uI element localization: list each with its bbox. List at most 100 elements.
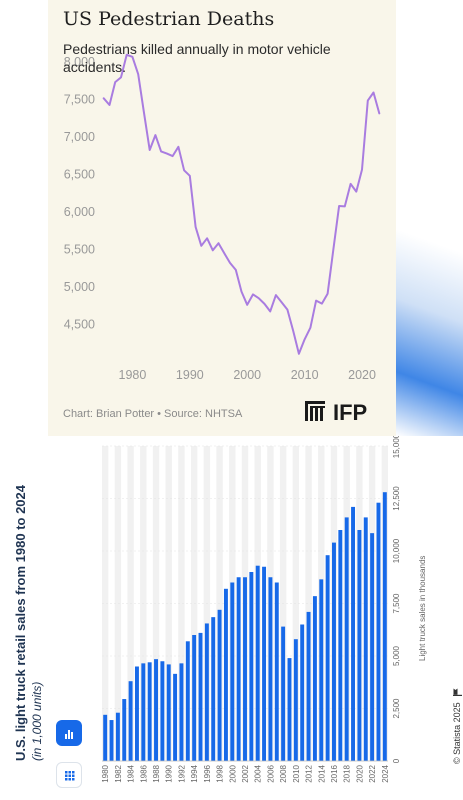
x-tick-label: 2024 [381,764,390,782]
x-tick-label: 2018 [343,764,352,782]
x-tick-label: 2014 [317,764,326,782]
y-tick-label: 7,500 [64,93,95,107]
y-tick-label: 5,000 [64,280,95,294]
column-band [152,446,160,761]
chart-subtitle: Pedestrians killed annually in motor veh… [63,41,331,75]
table-view-button[interactable] [56,762,82,788]
bar [274,582,279,761]
x-tick-label: 2006 [266,764,275,782]
bar [293,639,298,761]
bar [236,577,241,761]
bar [351,506,356,761]
x-tick-label: 1982 [114,764,123,782]
bar [230,582,235,761]
bar-chart-icon [65,730,73,739]
bar [122,699,127,761]
bar [134,666,139,761]
x-tick-label: 2000 [228,764,237,782]
bar [115,712,120,761]
x-tick-label: 1980 [119,368,147,382]
bar [357,530,362,761]
bar [103,714,108,761]
column-band [178,446,185,761]
column-band [305,446,312,761]
bar [166,664,171,761]
bar [179,663,184,761]
bar [109,720,114,761]
x-tick-label: 1990 [176,368,204,382]
bar [147,662,152,761]
y-tick-label: 5,500 [64,243,95,257]
x-tick-label: 2020 [355,764,364,782]
chart-source: Chart: Brian Potter • Source: NHTSA [63,408,243,420]
bar [211,617,216,761]
chart-title: U.S. light truck retail sales from 1980 … [13,484,28,761]
bar [160,661,165,761]
bar [312,596,317,761]
bar [300,624,305,761]
flag-icon[interactable] [453,688,463,697]
bar [332,542,336,761]
bar [281,626,286,761]
x-tick-label: 1998 [216,764,225,782]
logo-text: IFP [333,400,367,424]
bar [249,572,254,761]
bar [243,577,247,761]
line-chart-svg: 4,500 5,000 5,500 6,000 6,500 7,000 7,500 8,000… [64,53,381,382]
ifp-logo: IFP [305,400,367,424]
bar [319,579,324,761]
right-edge-gradient [396,0,463,436]
y-tick-label: 8,000 [64,55,95,69]
bar-chart-svg: 0 2,500 5,000 7,500 10,000 12,500 15,000 1980 19… [101,436,401,783]
bar [154,659,158,761]
y-tick-label: 4,500 [64,318,95,332]
bar [376,502,381,761]
x-tick-label: 1986 [139,764,148,782]
light-truck-sales-chart: 0 2,500 5,000 7,500 10,000 12,500 15,000 1980 19… [0,436,463,800]
bar [198,632,203,761]
bar [363,517,368,761]
x-tick-label: 2004 [254,764,263,782]
x-tick-label: 1996 [203,764,212,782]
x-tick-label: 2020 [348,368,376,382]
bar [325,555,330,761]
bar [141,663,146,761]
x-tick-label: 2022 [368,764,377,782]
x-tick-label: 1988 [152,764,161,782]
y-axis-label: Light truck sales in thousands [418,555,427,661]
bar [382,492,387,761]
x-tick-label: 2010 [292,764,301,782]
bar [128,681,133,761]
chart-view-button[interactable] [56,720,82,746]
table-grid-icon [65,771,75,781]
bar [173,673,178,761]
y-tick-label: 5,000 [392,645,401,666]
x-tick-label: 1984 [127,764,136,782]
bar [255,565,260,761]
y-tick-label: 2,500 [392,698,401,719]
x-tick-label: 1980 [101,764,110,782]
y-tick-label: 7,000 [64,130,95,144]
x-tick-label: 1992 [177,764,186,782]
x-tick-label: 2002 [241,764,250,782]
x-tick-label: 2008 [279,764,288,782]
bar [287,658,292,761]
y-tick-label: 12,500 [392,486,401,511]
bar [223,588,228,761]
y-tick-label: 6,500 [64,168,95,182]
bar [192,635,197,761]
x-tick-label: 1990 [165,764,174,782]
y-tick-label: 15,000 [392,436,401,458]
bar [217,609,222,761]
series-line [102,53,381,355]
bar [204,623,209,761]
bar [370,533,375,761]
statista-credit: © Statista 2025 [452,688,463,764]
bar [262,566,267,761]
x-tick-label: 2012 [305,764,314,782]
column-band [165,446,172,761]
x-tick-label: 2010 [291,368,319,382]
bar [306,611,311,761]
credit-text: © Statista 2025 [452,702,462,764]
x-tick-label: 1994 [190,764,199,782]
